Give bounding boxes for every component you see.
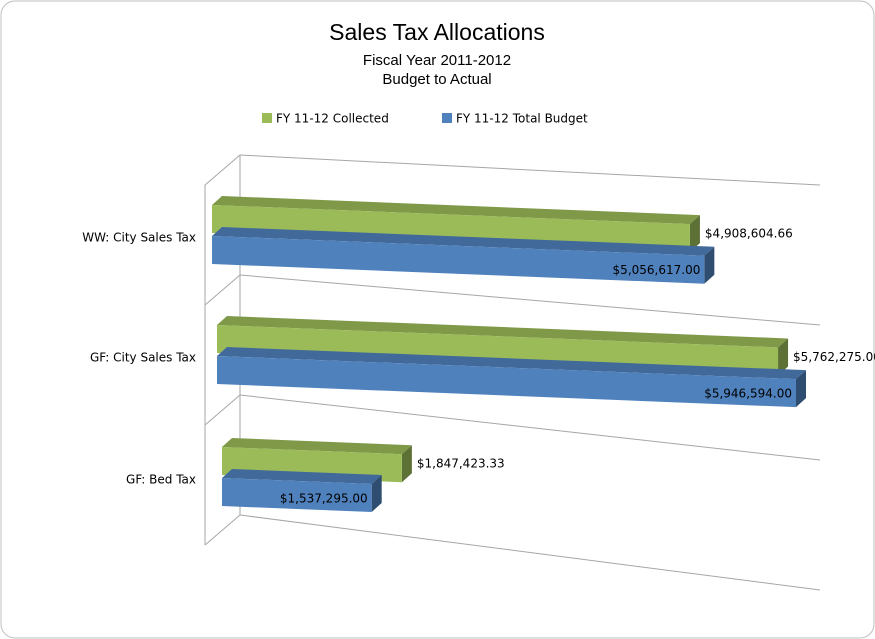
chart-title: Sales Tax Allocations [329, 19, 545, 45]
y-tick-label: WW: City Sales Tax [82, 231, 196, 245]
bar [217, 347, 806, 408]
data-label: $5,946,594.00 [704, 387, 792, 401]
data-label: $5,056,617.00 [613, 263, 701, 277]
bar-front [212, 205, 690, 253]
data-label: $1,847,423.33 [417, 457, 505, 471]
bar-side [371, 474, 382, 512]
bar-top [217, 347, 806, 380]
bar [212, 196, 700, 253]
bar-side [401, 445, 412, 483]
bar-side [689, 215, 700, 253]
y-tick-label: GF: City Sales Tax [90, 351, 196, 365]
bar [222, 469, 382, 512]
bar-top [217, 316, 789, 348]
bar-side [704, 246, 715, 284]
data-label: $4,908,604.66 [705, 227, 793, 241]
legend-label: FY 11-12 Collected [276, 112, 389, 126]
chart-subtitle: Fiscal Year 2011-2012 [363, 52, 511, 69]
bar-front [217, 356, 796, 408]
bar [217, 316, 789, 376]
bar-top [212, 227, 715, 256]
bar-front [222, 478, 372, 512]
chart-subtitle: Budget to Actual [382, 71, 491, 88]
data-label: $1,537,295.00 [280, 491, 368, 505]
bar [212, 227, 715, 284]
bar-top [212, 196, 700, 225]
bar-top [222, 469, 382, 484]
bar-side [778, 338, 789, 376]
y-tick-label: GF: Bed Tax [126, 473, 196, 487]
bar-top [222, 438, 412, 455]
legend-label: FY 11-12 Total Budget [456, 112, 588, 126]
bar-front [212, 236, 705, 284]
legend-swatch [262, 113, 272, 123]
data-label: $5,762,275.00 [793, 350, 875, 364]
bar-side [796, 370, 806, 408]
legend-swatch [442, 113, 452, 123]
bar-front [217, 325, 779, 376]
